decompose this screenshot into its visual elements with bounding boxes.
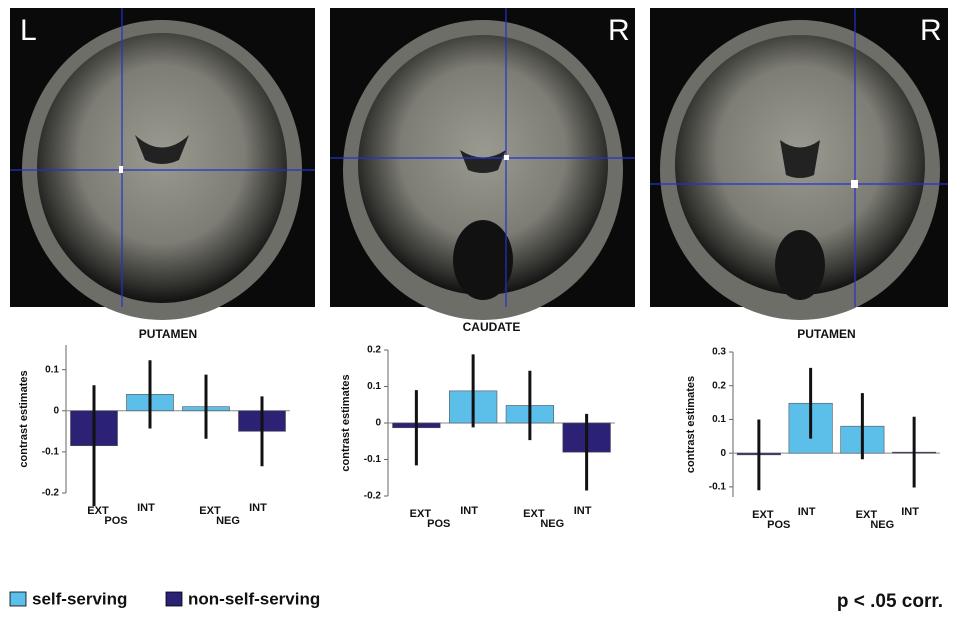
group-label: POS [427,518,450,530]
figure: L R R self-serving non-self-serving p < … [0,0,953,618]
side-label: L [20,14,37,47]
y-axis-label: contrast estimates [340,374,352,471]
y-tick-label: 0.1 [45,364,59,375]
group-label: POS [767,519,790,531]
x-tick-label: INT [137,502,155,514]
side-label: R [920,14,942,47]
note: p < .05 corr. [837,591,943,612]
y-axis-label: contrast estimates [18,370,30,467]
x-tick-label: INT [901,506,919,518]
x-tick-label: INT [574,505,592,517]
legend-swatch [166,592,182,606]
group-label: NEG [216,515,240,527]
y-tick-label: -0.1 [42,447,60,458]
y-tick-label: 0 [375,418,381,429]
legend-label: non-self-serving [188,589,320,608]
legend-label: self-serving [32,589,127,608]
chart-title: CAUDATE [463,320,521,334]
y-tick-label: 0.1 [712,414,726,425]
y-tick-label: -0.2 [42,488,60,499]
x-tick-label: INT [798,506,816,518]
y-axis-label: contrast estimates [685,376,697,473]
x-tick-label: INT [249,502,267,514]
y-tick-label: -0.2 [364,491,382,502]
group-label: POS [104,515,127,527]
y-tick-label: 0 [53,405,59,416]
brain-image: L [10,8,315,320]
y-tick-label: 0.3 [712,347,726,358]
y-tick-label: 0.1 [367,381,381,392]
y-tick-label: 0.2 [367,345,381,356]
brain-image: R [650,8,948,320]
side-label: R [608,14,630,47]
group-label: NEG [540,518,564,530]
group-label: NEG [870,519,894,531]
y-tick-label: 0.2 [712,380,726,391]
brain-image: R [330,8,635,320]
x-tick-label: INT [460,505,478,517]
y-tick-label: -0.1 [364,454,382,465]
legend-swatch [10,592,26,606]
chart-title: PUTAMEN [797,327,855,341]
y-tick-label: 0 [720,448,726,459]
chart-title: PUTAMEN [139,327,197,341]
y-tick-label: -0.1 [709,482,727,493]
